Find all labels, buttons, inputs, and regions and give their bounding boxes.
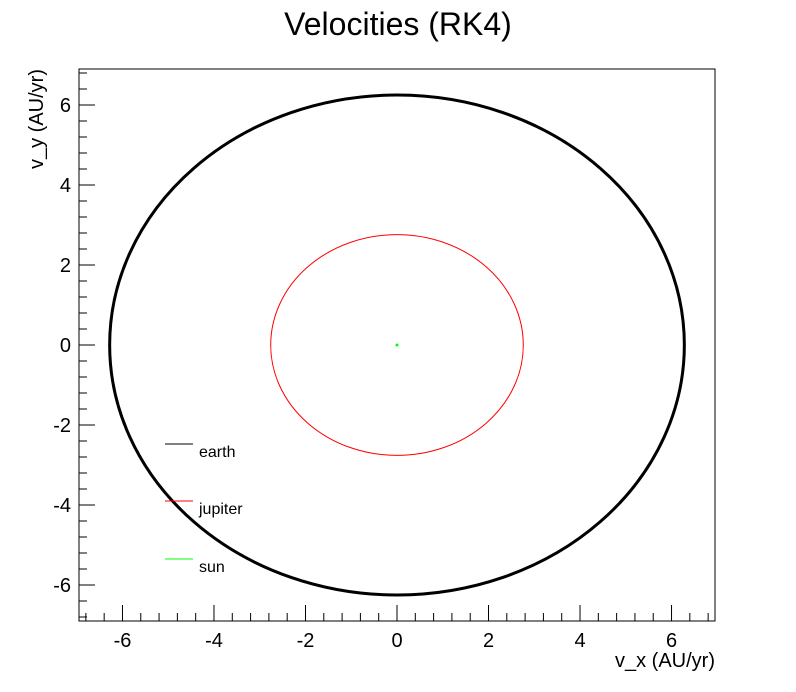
plot-area — [108, 93, 686, 597]
x-tick-label: 2 — [483, 630, 494, 652]
y-tick-label: -2 — [53, 415, 71, 437]
legend-label-jupiter: jupiter — [198, 501, 243, 518]
y-tick-label: 0 — [60, 335, 71, 357]
y-tick-label: -4 — [53, 495, 71, 517]
series-sun — [395, 343, 399, 347]
y-axis-ticks: -6 -4 -2 0 2 4 6 — [53, 72, 95, 618]
x-tick-label: -4 — [205, 630, 223, 652]
y-axis-label: v_y (AU/yr) — [26, 69, 48, 169]
x-axis-ticks: -6 -4 -2 0 2 4 6 — [85, 605, 709, 652]
legend-label-sun: sun — [199, 559, 225, 576]
x-tick-label: 4 — [574, 630, 585, 652]
y-tick-label: 2 — [60, 255, 71, 277]
series-jupiter — [270, 234, 524, 456]
legend-label-earth: earth — [199, 444, 235, 461]
x-tick-label: 6 — [666, 630, 677, 652]
y-tick-label: 4 — [60, 175, 71, 197]
x-tick-label: 0 — [391, 630, 402, 652]
y-tick-label: -6 — [53, 575, 71, 597]
x-tick-label: -2 — [297, 630, 315, 652]
y-tick-label: 6 — [60, 95, 71, 117]
x-axis-label: v_x (AU/yr) — [615, 650, 715, 672]
series-earth — [108, 93, 686, 597]
chart-title: Velocities (RK4) — [284, 6, 512, 42]
legend: earth jupiter sun — [165, 443, 243, 576]
x-tick-label: -6 — [114, 630, 132, 652]
